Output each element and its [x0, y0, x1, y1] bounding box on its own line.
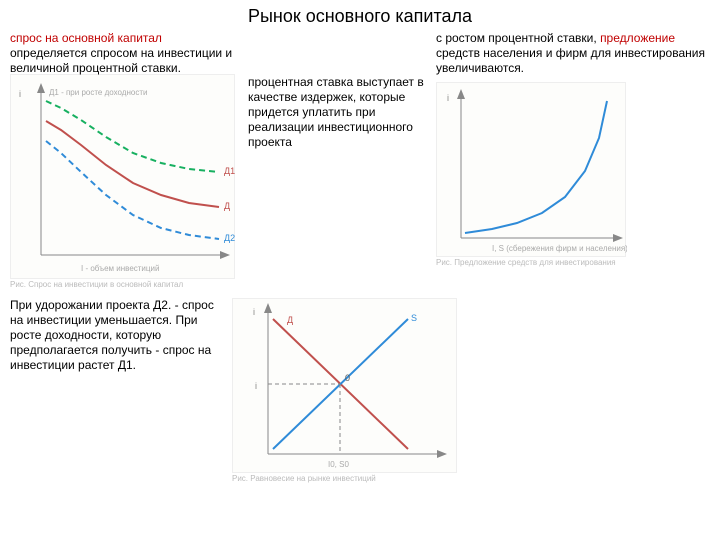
- mid-text: процентная ставка выступает в качестве и…: [248, 75, 428, 150]
- col-mid: процентная ставка выступает в качестве и…: [248, 31, 428, 290]
- chart2-caption: Рис. Предложение средств для инвестирова…: [436, 259, 710, 268]
- right-intro-a: с ростом процентной ставки,: [436, 31, 600, 45]
- page-title: Рынок основного капитала: [0, 6, 720, 27]
- svg-text:i: i: [255, 381, 257, 391]
- bottom-text: При удорожании проекта Д2. - спрос на ин…: [10, 298, 220, 373]
- left-intro-highlight: спрос на основной капитал: [10, 31, 162, 45]
- left-intro: спрос на основной капитал определяется с…: [10, 31, 240, 76]
- chart3-caption: Рис. Равновесие на рынке инвестиций: [232, 475, 457, 484]
- svg-text:0: 0: [345, 373, 350, 383]
- supply-chart: i I, S (сбережения фирм и населения): [436, 82, 626, 257]
- svg-text:i: i: [447, 93, 449, 103]
- svg-text:S: S: [411, 313, 417, 323]
- row-top: спрос на основной капитал определяется с…: [0, 31, 720, 290]
- svg-text:Д: Д: [287, 315, 293, 325]
- svg-text:I0, S0: I0, S0: [328, 460, 349, 469]
- equilibrium-block: i 0 Д S I0, S0 i Рис. Равновесие на рынк…: [232, 298, 457, 484]
- left-intro-rest: определяется спросом на инвестиции и вел…: [10, 46, 232, 75]
- bottom-text-block: При удорожании проекта Д2. - спрос на ин…: [10, 298, 220, 484]
- equilibrium-chart-svg: i 0 Д S I0, S0 i: [233, 299, 458, 474]
- right-intro-highlight: предложение: [600, 31, 675, 45]
- col-right: с ростом процентной ставки, предложение …: [436, 31, 710, 290]
- chart1-top-note: Д1 - при росте доходности: [49, 88, 147, 97]
- svg-text:Д2: Д2: [224, 233, 235, 243]
- right-intro-c: средств населения и фирм для инвестирова…: [436, 46, 705, 75]
- right-intro: с ростом процентной ставки, предложение …: [436, 31, 710, 76]
- chart1-caption: Рис. Спрос на инвестиции в основной капи…: [10, 281, 240, 290]
- chart2-xlabel: I, S (сбережения фирм и населения): [492, 244, 627, 253]
- svg-text:i: i: [253, 307, 255, 317]
- demand-chart: i Д1 - при росте доходности Д1 Д Д2 I - …: [10, 74, 235, 279]
- equilibrium-chart: i 0 Д S I0, S0 i: [232, 298, 457, 473]
- row-bottom: При удорожании проекта Д2. - спрос на ин…: [0, 298, 720, 484]
- svg-text:Д: Д: [224, 201, 230, 211]
- chart1-xlabel: I - объем инвестиций: [81, 264, 159, 273]
- svg-text:i: i: [19, 89, 21, 99]
- supply-chart-svg: i I, S (сбережения фирм и населения): [437, 83, 627, 258]
- svg-text:Д1: Д1: [224, 166, 235, 176]
- col-left: спрос на основной капитал определяется с…: [10, 31, 240, 290]
- demand-chart-svg: i Д1 - при росте доходности Д1 Д Д2 I - …: [11, 75, 236, 280]
